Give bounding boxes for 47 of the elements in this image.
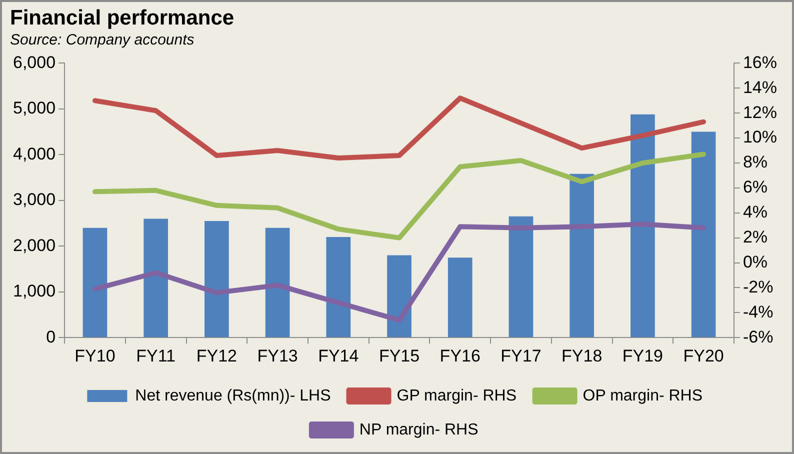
bar [265,228,290,338]
x-tick-label: FY19 [622,346,664,366]
y2-tick-label: 6% [742,178,768,197]
x-tick-label: FY17 [500,346,542,366]
y-tick-label: 4,000 [12,144,56,164]
bar [82,228,108,338]
y2-tick-label: 8% [742,152,768,172]
y2-tick-label: -2% [742,277,774,296]
bar [387,255,412,338]
chart-subtitle: Source: Company accounts [10,31,195,48]
y-tick-label: 0 [46,327,56,346]
y2-tick-label: 2% [742,228,768,247]
x-tick-label: FY13 [257,346,298,366]
x-tick-label: FY11 [136,346,176,366]
legend-label: NP margin- RHS [359,421,478,438]
y2-tick-label: 14% [742,78,778,97]
y2-tick-label: 0% [742,252,768,272]
bar [204,220,229,338]
bar [508,216,534,338]
bar [630,114,655,338]
x-tick-label: FY10 [74,346,116,366]
y-tick-label: 2,000 [12,236,56,255]
y-tick-label: 1,000 [12,282,56,301]
y2-tick-label: 10% [742,128,778,147]
bar [326,236,351,338]
y-tick-label: 5,000 [12,98,56,118]
bar [144,218,168,338]
x-tick-label: FY14 [318,346,359,366]
y2-tick-label: 16% [742,52,778,72]
chart-title: Financial performance [10,6,234,30]
legend-label: Net revenue (Rs(mn))- LHS [135,387,331,404]
x-tick-label: FY12 [196,346,238,366]
y2-tick-label: 12% [742,102,778,122]
x-tick-label: FY15 [378,346,420,366]
x-tick-label: FY20 [683,346,724,366]
x-tick-label: FY16 [440,346,480,366]
legend-label: GP margin- RHS [396,387,517,404]
legend-label: OP margin- RHS [582,387,703,404]
y-tick-label: 6,000 [12,52,56,72]
bar [570,174,594,338]
bar [691,132,716,338]
bar [448,258,472,338]
y2-tick-label: -6% [742,327,774,346]
y2-tick-label: 4% [742,202,768,222]
y-tick-label: 3,000 [12,190,56,210]
x-tick-label: FY18 [562,346,602,366]
y2-tick-label: -4% [742,302,774,322]
